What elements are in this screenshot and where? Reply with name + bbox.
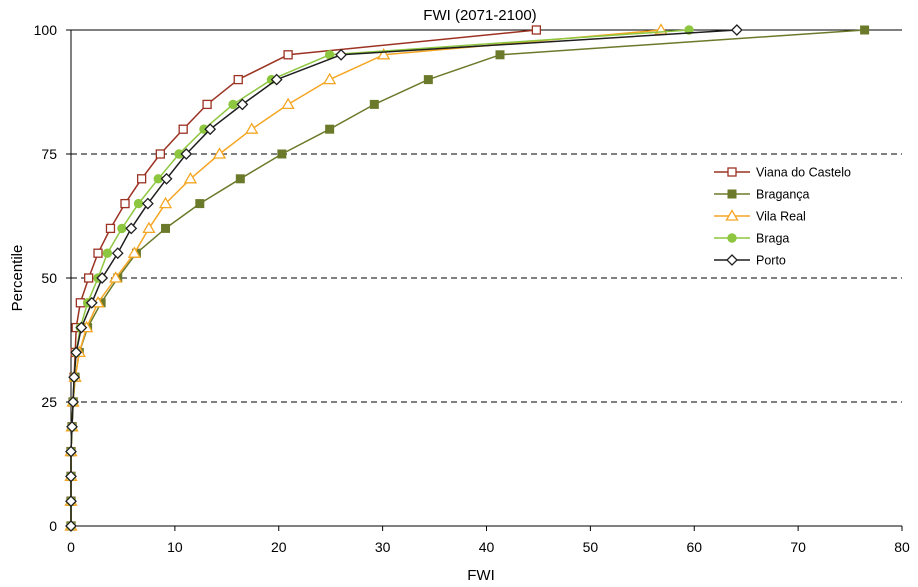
legend-item-vila-real: Vila Real [714,209,806,224]
data-point [228,99,238,110]
legend-label: Porto [756,254,786,268]
legend-marker [725,209,739,221]
legend-marker [726,254,738,266]
data-point [70,346,83,359]
data-point [133,198,144,209]
data-point [730,24,743,36]
data-point [96,272,109,284]
legend-marker [727,167,737,177]
data-point [233,74,243,85]
data-point [127,246,141,258]
data-point [377,48,391,60]
series-group [64,23,870,532]
data-point [67,396,79,408]
x-tick-label: 50 [583,539,599,555]
y-axis-label: Percentile [9,245,26,312]
x-tick-label: 0 [67,539,75,555]
data-point [84,273,94,283]
data-point [204,123,217,136]
legend-label: Bragança [756,188,810,202]
data-point [531,25,542,35]
data-point [423,75,433,85]
x-tick-label: 30 [375,539,391,555]
legend-marker [727,233,737,243]
data-point [180,148,193,160]
data-point [65,520,77,532]
legend-marker [727,189,737,199]
series-porto [65,24,743,532]
data-point [85,296,98,309]
data-point [212,147,227,159]
data-point [136,174,147,184]
data-point [236,98,249,111]
data-point [235,174,245,184]
data-point [105,223,116,234]
data-point [323,72,337,85]
y-tick-label: 50 [41,270,57,286]
data-point [68,371,81,384]
data-point [178,124,188,134]
legend-item-porto: Porto [714,254,786,268]
data-point [158,196,173,209]
chart-title: FWI (2071-2100) [423,7,536,24]
data-point [369,99,379,109]
y-tick-label: 100 [34,22,58,38]
legend-label: Braga [756,232,789,246]
data-point [860,25,870,35]
y-tick-labels: 0 25 50 75 100 [34,22,71,534]
legend-label: Viana do Castelo [756,166,851,180]
data-point [117,223,127,234]
x-axis-label: FWI [467,567,495,584]
data-point [281,97,295,110]
data-point [65,470,77,483]
x-tick-label: 40 [479,539,495,555]
data-point [495,50,505,60]
series-vila-real [64,23,668,531]
data-point [277,149,287,159]
x-tick-label: 10 [167,539,183,555]
data-point [141,197,154,210]
data-point [125,222,138,235]
data-point [245,122,259,134]
data-point [93,248,103,258]
data-point [120,198,130,209]
x-tick-label: 80 [894,539,910,555]
series-braganca [66,25,870,531]
data-point [65,445,77,458]
legend: Viana do Castelo Bragança Vila Real Braga Po… [714,166,851,268]
y-tick-label: 25 [41,394,57,410]
gridlines [71,29,902,403]
x-tick-label: 20 [271,539,287,555]
data-point [65,495,77,508]
legend-item-viana-do-castelo: Viana do Castelo [714,166,851,180]
data-point [111,247,124,260]
y-tick-label: 0 [49,518,57,534]
data-point [270,73,283,86]
y-tick-label: 75 [41,146,57,162]
data-point [142,221,156,234]
data-point [335,48,347,61]
data-point [66,420,78,433]
data-point [109,271,123,283]
legend-item-braga: Braga [714,232,789,246]
legend-label: Vila Real [756,210,806,224]
data-point [75,321,88,334]
data-point [325,124,335,134]
legend-item-braganca: Bragança [714,188,810,202]
data-point [160,172,173,185]
data-point [195,199,205,209]
data-point [155,149,165,159]
x-tick-label: 60 [686,539,702,555]
data-point [161,223,171,233]
data-point [202,99,212,110]
data-point [183,172,198,184]
data-point [283,50,293,60]
data-point [684,25,694,35]
data-point [102,248,113,258]
x-tick-label: 70 [790,539,806,555]
x-tick-labels: 0 10 20 30 40 50 60 70 80 [67,526,910,555]
